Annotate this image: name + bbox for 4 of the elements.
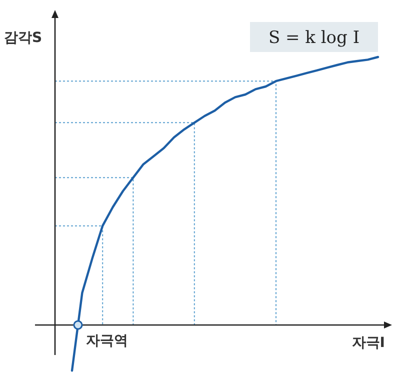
x-axis-title: 자극I: [352, 335, 385, 351]
text: S = k log I: [268, 28, 360, 48]
annotation: 자극역: [86, 333, 128, 349]
y-axis-title: 감각S: [4, 30, 42, 46]
